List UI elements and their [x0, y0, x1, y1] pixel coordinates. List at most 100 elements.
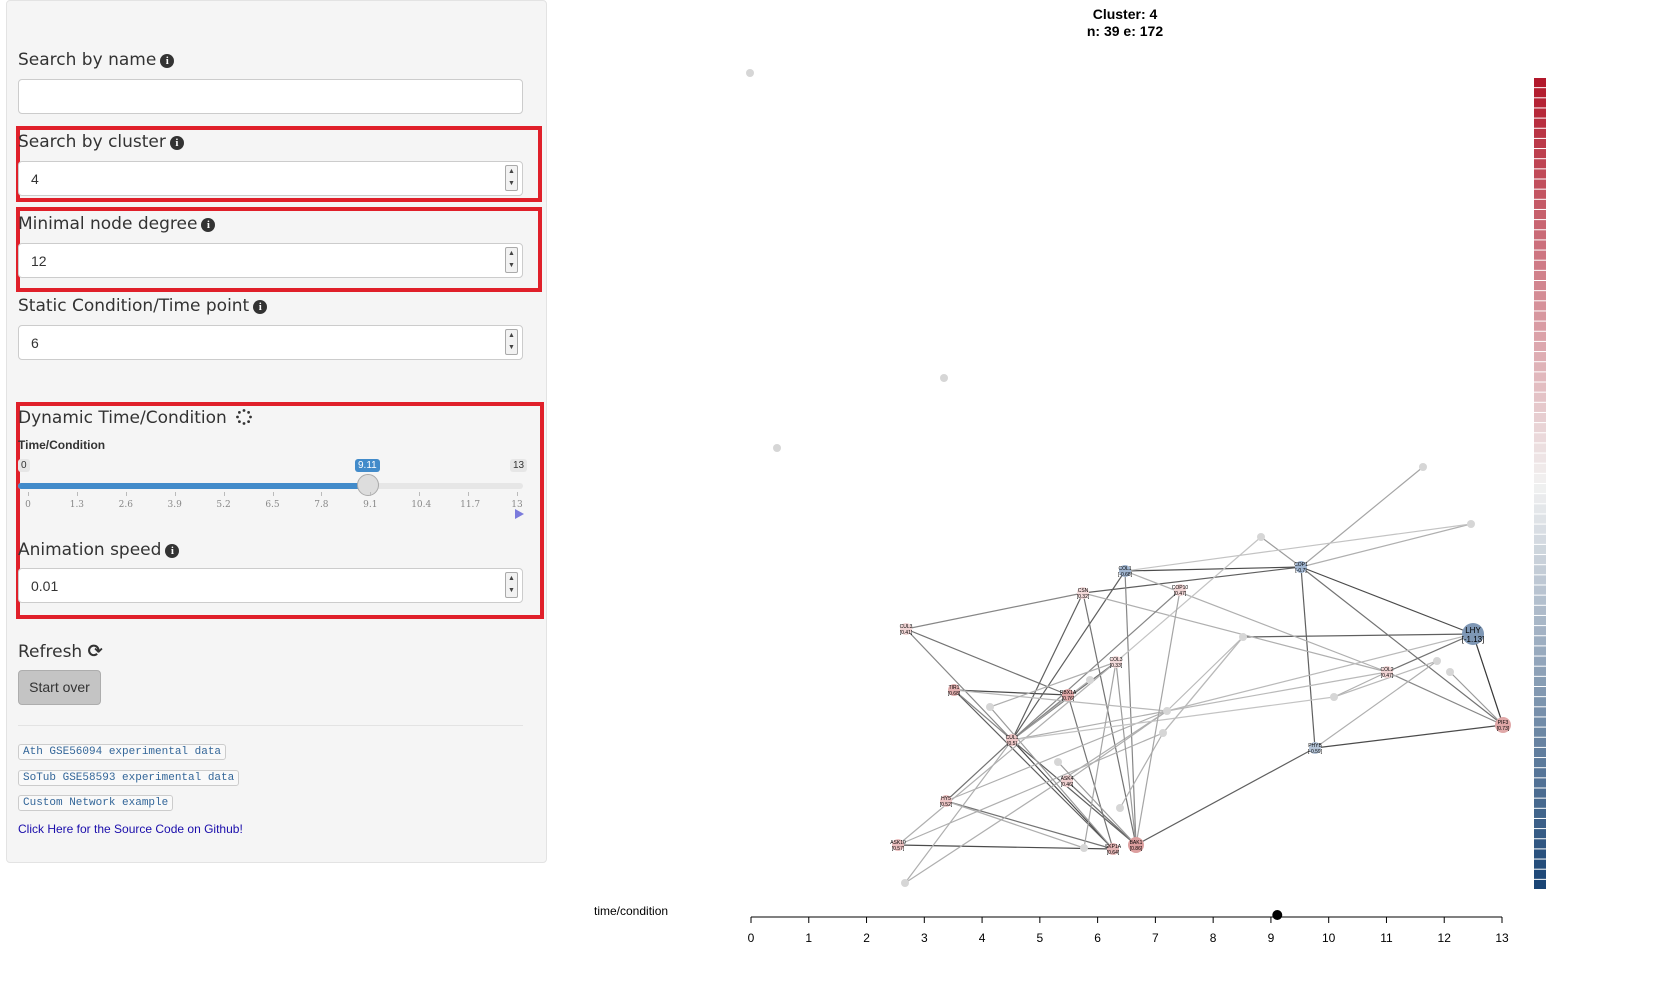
animation-speed-input[interactable]: 0.01 ▲ ▼	[18, 568, 523, 603]
slider-tick-label: 0	[25, 500, 31, 510]
network-node-circle[interactable]	[1110, 656, 1122, 668]
network-node-cop1[interactable]: COP1[-0.7]	[1294, 561, 1308, 574]
search-name-input[interactable]	[18, 79, 523, 114]
network-node-skp1a[interactable]: SKP1A[0.64]	[1105, 843, 1122, 856]
network-edge	[945, 800, 1085, 849]
network-node-value: [0.41]	[900, 630, 913, 636]
network-node-unlabeled[interactable]	[1257, 533, 1265, 541]
min-degree-input[interactable]: 12 ▲ ▼	[18, 243, 523, 278]
network-node-unlabeled[interactable]	[1163, 707, 1171, 715]
time-axis-current-marker[interactable]	[1272, 910, 1283, 920]
color-legend-swatch	[1534, 352, 1546, 362]
network-node-unlabeled[interactable]	[1419, 463, 1427, 471]
number-stepper[interactable]: ▲ ▼	[505, 247, 518, 273]
number-stepper[interactable]: ▲ ▼	[505, 329, 518, 355]
network-node-unlabeled[interactable]	[1239, 633, 1247, 641]
network-node-lhy[interactable]: LHY[-1.13]	[1462, 623, 1485, 645]
search-cluster-input[interactable]: 4 ▲ ▼	[18, 161, 523, 196]
chevron-down-icon[interactable]: ▼	[508, 262, 515, 269]
chevron-up-icon[interactable]: ▲	[508, 168, 515, 175]
network-node-circle[interactable]	[1128, 837, 1144, 853]
color-legend-swatch	[1534, 88, 1546, 98]
chevron-down-icon[interactable]: ▼	[508, 344, 515, 351]
color-legend-swatch	[1534, 575, 1546, 585]
network-edge	[1082, 566, 1302, 594]
network-node-circle[interactable]	[1295, 561, 1307, 573]
chevron-down-icon[interactable]: ▼	[508, 587, 515, 594]
network-node-cop10[interactable]: COP10[0.47]	[1172, 584, 1189, 597]
network-node-unlabeled[interactable]	[773, 444, 781, 452]
link-custom-network[interactable]: Custom Network example	[18, 795, 174, 811]
info-icon[interactable]: i	[169, 136, 184, 150]
network-node-pif3[interactable]: PIF3[0.73]	[1495, 717, 1511, 733]
network-node-circle[interactable]	[940, 795, 952, 807]
network-node-tir1[interactable]: TIR1[0.68]	[948, 684, 961, 697]
network-node-csn[interactable]: CSN[0.32]	[1077, 587, 1090, 600]
network-node-unlabeled[interactable]	[1116, 804, 1124, 812]
network-node-unlabeled[interactable]	[1159, 729, 1167, 737]
info-icon[interactable]: i	[253, 300, 268, 314]
network-node-col2[interactable]: COL2[0.47]	[1380, 666, 1394, 679]
chevron-up-icon[interactable]: ▲	[508, 250, 515, 257]
network-node-unlabeled[interactable]	[901, 879, 909, 887]
network-node-phyb[interactable]: PHYB[-0.59]	[1308, 742, 1323, 755]
network-node-circle[interactable]	[1062, 689, 1074, 701]
network-node-circle[interactable]	[1381, 666, 1393, 678]
network-node-circle[interactable]	[892, 839, 904, 851]
network-graph[interactable]: COL1[-0.68] COP1[-0.7] LHY[-1.13] PIF3[0.73…	[560, 40, 1560, 910]
network-node-cul1[interactable]: CUL1[0.5]	[1006, 734, 1019, 747]
network-node-col3[interactable]: COL3[0.33]	[1109, 656, 1123, 669]
network-edge	[945, 739, 1013, 802]
network-node-circle[interactable]	[948, 684, 960, 696]
network-node-unlabeled[interactable]	[1446, 668, 1454, 676]
time-slider-handle[interactable]	[357, 474, 379, 496]
number-stepper[interactable]: ▲ ▼	[505, 165, 518, 191]
network-node-circle[interactable]	[1495, 717, 1511, 733]
color-legend-swatch	[1534, 453, 1546, 463]
network-edge	[1119, 732, 1164, 809]
network-node-cul3[interactable]: CUL3[0.41]	[900, 623, 913, 636]
network-node-circle[interactable]	[1077, 587, 1089, 599]
network-node-circle[interactable]	[1174, 584, 1186, 596]
network-node-hy5[interactable]: HY5[0.52]	[940, 795, 953, 808]
network-node-circle[interactable]	[1061, 775, 1073, 787]
network-node-unlabeled[interactable]	[1467, 520, 1475, 528]
static-time-input[interactable]: 6 ▲ ▼	[18, 325, 523, 360]
network-node-ask10[interactable]: ASK10[0.57]	[890, 839, 906, 852]
play-icon[interactable]	[513, 508, 525, 520]
network-node-unlabeled[interactable]	[1330, 693, 1338, 701]
chevron-up-icon[interactable]: ▲	[508, 332, 515, 339]
chevron-down-icon[interactable]: ▼	[508, 180, 515, 187]
network-node-unlabeled[interactable]	[940, 374, 948, 382]
network-node-unlabeled[interactable]	[1054, 758, 1062, 766]
link-ath-data[interactable]: Ath GSE56094 experimental data	[18, 744, 227, 760]
time-axis[interactable]: 0 1 2 3 4 5 6 7 8 9 10 11 12 13	[740, 905, 1520, 947]
network-node-bak1[interactable]: BAK1[0.86]	[1128, 837, 1144, 853]
network-node-unlabeled[interactable]	[746, 69, 754, 77]
network-node-unlabeled[interactable]	[1433, 657, 1441, 665]
network-node-circle[interactable]	[900, 623, 912, 635]
network-node-circle[interactable]	[1119, 565, 1131, 577]
network-node-circle[interactable]	[1006, 734, 1018, 746]
info-icon[interactable]: i	[165, 544, 180, 558]
link-sotub-data[interactable]: SoTub GSE58593 experimental data	[18, 770, 240, 786]
network-node-unlabeled[interactable]	[1086, 676, 1094, 684]
network-node-circle[interactable]	[1309, 742, 1321, 754]
color-legend-swatch	[1534, 798, 1546, 808]
github-link[interactable]: Click Here for the Source Code on Github…	[18, 822, 243, 836]
network-node-circle[interactable]	[1462, 623, 1484, 645]
network-node-rbx1a[interactable]: RBX1A[0.76]	[1060, 689, 1077, 702]
info-icon[interactable]: i	[160, 54, 175, 68]
network-node-circle[interactable]	[1107, 843, 1119, 855]
info-icon[interactable]: i	[201, 218, 216, 232]
network-node-unlabeled[interactable]	[986, 703, 994, 711]
start-over-button[interactable]: Start over	[18, 670, 101, 705]
time-slider-track[interactable]	[18, 483, 523, 489]
sidebar-panel	[6, 0, 547, 863]
number-stepper[interactable]: ▲ ▼	[505, 572, 518, 598]
network-edge	[897, 661, 1117, 846]
network-node-col1[interactable]: COL1[-0.68]	[1118, 565, 1133, 578]
network-node-unlabeled[interactable]	[1080, 844, 1088, 852]
chevron-up-icon[interactable]: ▲	[508, 575, 515, 582]
network-node-ask4[interactable]: ASK4[0.46]	[1061, 775, 1074, 788]
